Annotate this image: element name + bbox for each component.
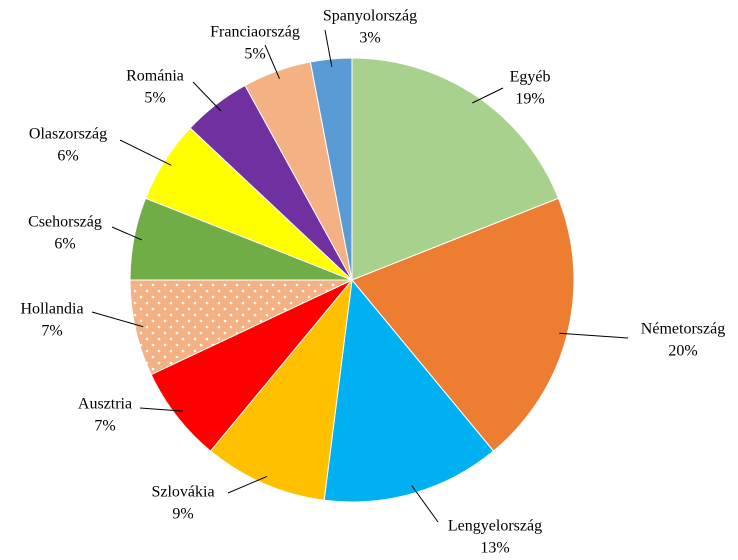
slice-value-label: 3% [359,30,380,47]
slice-label: Németország [641,321,725,338]
leader-line [192,81,222,112]
leader-line [91,311,144,328]
slice-value-label: 19% [515,91,544,108]
slice-label: Spanyolország [323,8,417,25]
slice-value-label: 5% [144,90,165,107]
slice-label: Lengyelország [448,518,542,535]
leader-line [264,44,280,79]
slice-value-label: 9% [172,506,193,523]
slice-value-label: 13% [480,540,509,557]
slice-label: Hollandia [20,301,83,318]
leader-line [472,87,504,104]
slice-value-label: 7% [41,323,62,340]
slice-value-label: 20% [668,343,697,360]
slice-label: Csehország [28,214,102,231]
pie-slice [209,278,353,501]
leader-line [139,407,183,412]
leader-line [111,226,142,241]
pie-slice [351,57,560,281]
pie-slice [351,197,575,452]
slice-label: Románia [126,68,184,85]
slice-label: Szlovákia [151,484,214,501]
slice-label: Olaszország [29,126,107,143]
slice-value-label: 6% [54,236,75,253]
slice-label: Ausztria [78,396,132,413]
slice-label: Egyéb [510,69,551,86]
leader-line [119,139,172,166]
slice-value-label: 5% [244,46,265,63]
pie-slice [309,57,353,281]
leader-line [559,332,629,339]
leader-line [411,485,439,523]
leader-line [324,29,333,68]
slice-value-label: 6% [57,148,78,165]
slice-value-label: 7% [94,418,115,435]
slice-label: Franciaország [210,24,300,41]
pie-slice [323,278,495,503]
leader-line [227,475,268,494]
